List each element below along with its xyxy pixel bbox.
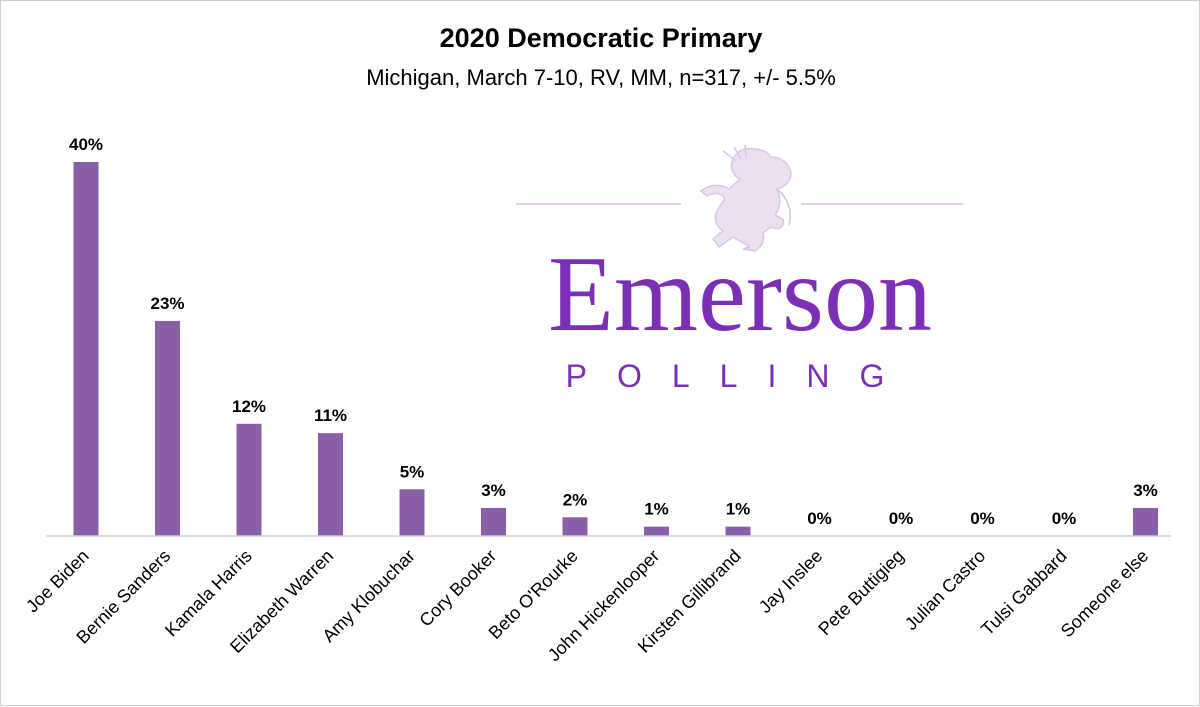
data-label-7: 1% bbox=[644, 500, 669, 519]
chart-title: 2020 Democratic Primary bbox=[439, 23, 763, 53]
tick-label-10: Pete Buttigieg bbox=[814, 546, 907, 639]
logo-word: Emerson bbox=[548, 235, 932, 354]
bar-4 bbox=[399, 489, 425, 536]
bar-7 bbox=[644, 526, 669, 536]
data-label-12: 0% bbox=[1052, 509, 1077, 528]
bar-13 bbox=[1133, 507, 1158, 536]
data-label-2: 12% bbox=[232, 397, 266, 416]
logo-sub: POLLING bbox=[566, 358, 915, 394]
bar-1 bbox=[155, 320, 180, 536]
data-label-11: 0% bbox=[970, 509, 995, 528]
bars-group bbox=[73, 162, 1158, 536]
bar-8 bbox=[725, 526, 751, 536]
bar-6 bbox=[562, 517, 588, 536]
bar-3 bbox=[318, 433, 343, 536]
data-label-5: 3% bbox=[481, 481, 506, 500]
data-label-13: 3% bbox=[1133, 481, 1158, 500]
tick-label-9: Jay Inslee bbox=[755, 546, 826, 617]
data-label-6: 2% bbox=[563, 490, 588, 509]
data-label-8: 1% bbox=[726, 500, 751, 519]
data-label-4: 5% bbox=[400, 462, 425, 481]
tick-label-5: Cory Booker bbox=[415, 546, 500, 631]
data-label-9: 0% bbox=[807, 509, 832, 528]
lion-rampant-icon bbox=[699, 144, 792, 252]
emerson-polling-logo: Emerson POLLING bbox=[516, 144, 963, 394]
data-labels-group: 40% 23% 12% 11% 5% 3% 2% 1% 1% 0% 0% 0% 0% 3% bbox=[69, 135, 1158, 528]
bar-2 bbox=[236, 423, 262, 536]
data-label-10: 0% bbox=[889, 509, 914, 528]
data-label-0: 40% bbox=[69, 135, 103, 154]
data-label-1: 23% bbox=[150, 294, 184, 313]
tick-label-13: Someone else bbox=[1057, 546, 1153, 642]
tick-label-11: Julian Castro bbox=[901, 546, 989, 634]
tick-label-0: Joe Biden bbox=[22, 546, 93, 617]
bar-0 bbox=[73, 162, 99, 536]
tick-label-12: Tulsi Gabbard bbox=[977, 546, 1071, 640]
data-label-3: 11% bbox=[314, 406, 347, 425]
bar-5 bbox=[481, 507, 506, 536]
chart-subtitle: Michigan, March 7-10, RV, MM, n=317, +/-… bbox=[366, 65, 836, 90]
